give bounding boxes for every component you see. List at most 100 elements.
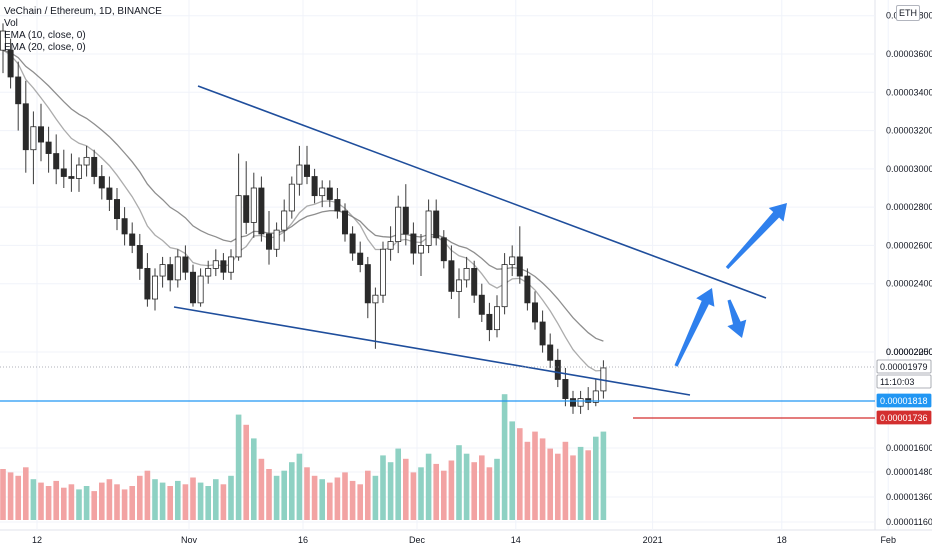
volume-bar [448,460,455,520]
vol-indicator-label[interactable]: Vol [4,18,18,29]
price-tag-label: 0.00001818 [880,396,928,406]
volume-bar [441,470,447,520]
volume-bar [486,467,493,520]
symbol-title[interactable]: VeChain / Ethereum, 1D, BINANCE [4,6,162,17]
volume-bar [463,453,470,520]
candle-up [159,264,166,277]
candle-down [167,264,174,281]
y-tick-label: 0.00001600 [886,443,932,453]
y-tick-label: 0.00003600 [886,49,932,59]
volume-bar [577,446,584,520]
candle-down [433,210,440,239]
arrow-up-icon [674,288,715,367]
candle-down [554,359,561,380]
candle-up [273,229,280,250]
candle-up [288,183,295,212]
volume-bar [539,438,546,520]
candle-down [562,379,569,399]
volume-bar [425,453,432,520]
ema20-indicator-label[interactable]: EMA (20, close, 0) [4,42,86,53]
candle-up [197,275,204,304]
arrow-up-icon [725,203,787,270]
candle-down [60,168,67,177]
candle-down [182,256,189,273]
candle-up [577,398,584,407]
volume-bar [91,491,97,520]
volume-bar [23,467,29,520]
candle-down [402,206,409,235]
currency-badge[interactable]: ETH [896,5,920,21]
volume-bar [304,467,310,520]
volume-bar [121,489,128,520]
y-tick-label: 0.00001160 [886,517,932,527]
price-tag-label: 0.00001979 [880,362,928,372]
volume-bar [570,455,576,520]
price-tag-label: 0.00001736 [880,413,928,423]
volume-bar [167,486,173,520]
ema10-indicator-label[interactable]: EMA (10, close, 0) [4,30,86,41]
x-tick-label: 18 [777,535,787,545]
volume-bar [555,453,561,520]
candle-down [121,218,128,235]
y-tick-label: 0.00001360 [886,492,932,502]
candle-down [349,233,356,254]
drawings [0,85,875,419]
candle-down [114,199,121,220]
volume-bar [380,455,386,520]
candle-down [91,156,98,177]
volume-bar [524,441,531,520]
volume-bar [349,480,356,520]
candle-up [235,195,242,258]
volume-bar [311,475,318,520]
volume-bar [456,445,462,520]
candle-up [425,210,432,246]
volume-bar [15,475,21,520]
volume-bar [235,414,242,520]
candle-down [303,164,310,177]
candle-up [151,275,158,300]
candle-down [364,264,371,304]
candle-up [387,241,394,250]
volume-bar [152,479,158,520]
volume-bar [600,431,607,520]
candle-down [341,210,348,235]
volume-bar [243,424,249,520]
candle-down [144,267,151,300]
volume-bar [228,475,234,520]
x-tick-label: Nov [181,535,198,545]
volume-bar [205,486,211,520]
price-axis[interactable]: 0.00001160 0.00001360 0.00001480 0.00001600… [886,11,932,527]
volume-bar [273,475,280,520]
x-tick-label: 12 [32,535,42,545]
candle-down [547,344,554,361]
candle-down [45,141,52,154]
volume-bar [501,394,508,520]
volume-bar [83,486,90,520]
volume-bar [395,448,401,520]
volume-bar [357,484,363,520]
volume-bar [220,484,227,520]
price-tag [876,410,932,425]
price-tags: 0.00001979 11:10:03 0.00001818 0.00001736 [876,359,932,425]
candle-up [174,256,181,281]
volume-bar [509,421,515,520]
candle-down [189,271,196,304]
candle-down [258,187,265,235]
candle-down [448,260,455,292]
arrow-down-icon [727,299,747,338]
volume-bar [319,479,325,520]
volume-bar [53,480,59,520]
volume-bar [403,458,409,520]
upper-trendline [197,85,767,299]
volume-bar [76,489,82,520]
y-tick-label: 0.00003000 [886,164,932,174]
volume-bar [289,462,295,520]
volume-bars [0,394,607,520]
candle-up [296,164,303,185]
candle-down [68,176,75,179]
volume-bar [266,469,272,520]
time-axis[interactable]: 12Nov16Dec14202118Feb15Mar15 [32,535,932,545]
volume-bar [342,472,348,520]
volume-bar [532,431,538,520]
